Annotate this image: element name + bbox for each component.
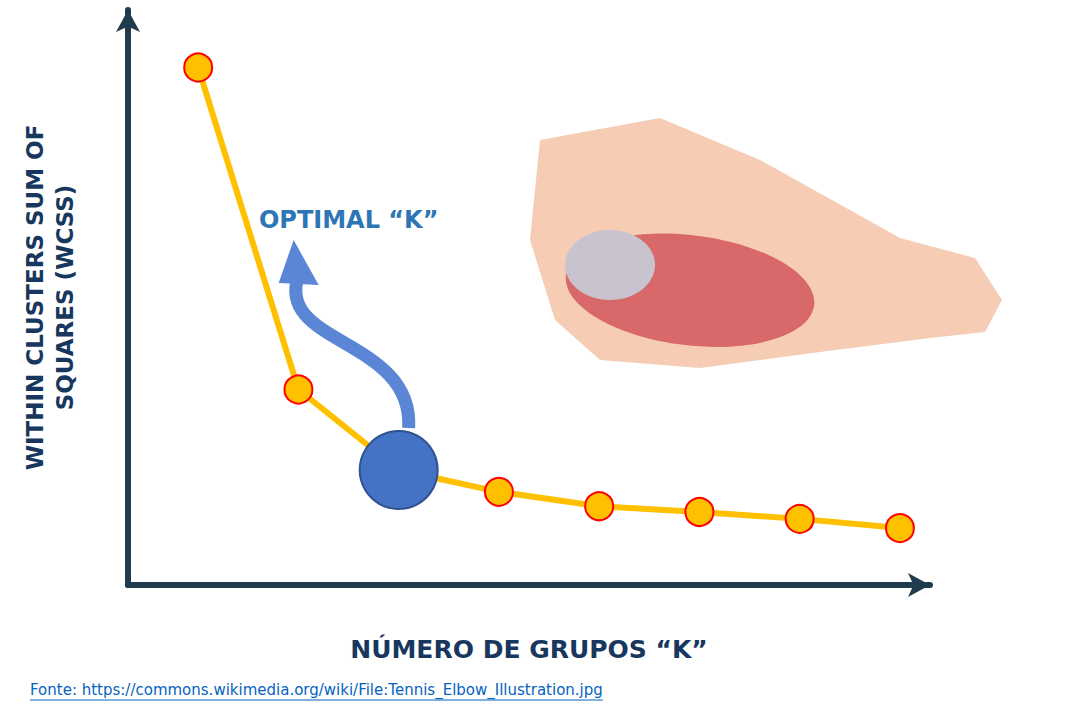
svg-text:WITHIN CLUSTERS SUM OF: WITHIN CLUSTERS SUM OF: [22, 125, 48, 471]
svg-text:SQUARES (WCSS): SQUARES (WCSS): [52, 185, 78, 411]
svg-text:NÚMERO DE GRUPOS “K”: NÚMERO DE GRUPOS “K”: [350, 634, 708, 664]
svg-text:OPTIMAL “K”: OPTIMAL “K”: [259, 206, 439, 234]
svg-text:Fonte: https://commons.wikimed: Fonte: https://commons.wikimedia.org/wik…: [30, 681, 603, 700]
